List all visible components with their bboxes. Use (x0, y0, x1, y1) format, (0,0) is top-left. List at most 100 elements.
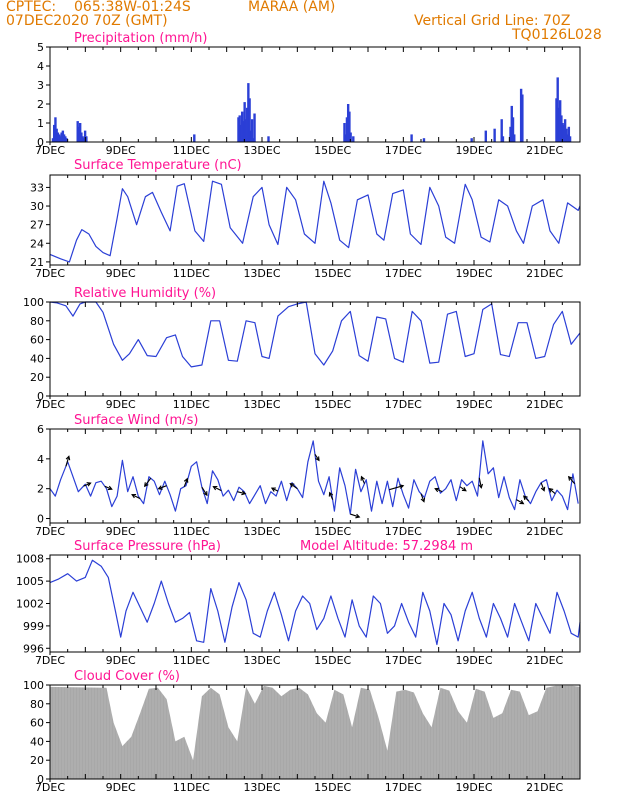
wind-arrow (478, 477, 482, 488)
x-tick-label: 9DEC (106, 654, 136, 667)
wind-arrow (523, 495, 530, 502)
x-tick-label: 21DEC (526, 267, 563, 280)
x-tick-label: 7DEC (35, 525, 65, 538)
precip-bar (55, 128, 58, 142)
wind-arrow-head (434, 487, 440, 493)
panel-title: Precipitation (mm/h) (74, 31, 207, 46)
x-tick-label: 7DEC (35, 267, 65, 280)
precip-bar (243, 102, 246, 142)
x-tick-label: 11DEC (173, 144, 210, 157)
x-tick-label: 19DEC (455, 525, 492, 538)
panel-title: Surface Wind (m/s) (74, 413, 198, 428)
x-tick-label: 7DEC (35, 398, 65, 411)
precip-bar (561, 123, 564, 142)
panel-3: Surface Wind (m/s) 0 2 4 6 7DEC 9DEC 11DEC 13DEC… (35, 413, 581, 538)
y-tick-label: 5 (37, 41, 44, 54)
wind-arrow-head (478, 483, 484, 489)
precip-bar (556, 77, 559, 142)
panel-5: Cloud Cover (%) 0 20 40 60 80 100 7DEC 9DEC 11DEC… (23, 669, 581, 794)
precip-bar (510, 105, 513, 142)
precip-bar (493, 128, 496, 142)
panel-frame (49, 301, 581, 397)
precip-bar (82, 138, 86, 142)
wind-arrow (201, 486, 208, 496)
wind-arrow-head (328, 491, 334, 497)
x-tick-label: 11DEC (173, 525, 210, 538)
wind-arrow (314, 454, 320, 461)
precip-bar (343, 123, 346, 142)
precip-bar (565, 128, 568, 142)
wind-arrow (420, 493, 425, 502)
precip-bar (80, 132, 83, 142)
precip-bar (346, 104, 350, 142)
x-tick-label: 9DEC (106, 398, 136, 411)
x-tick-label: 9DEC (106, 144, 136, 157)
header-code: TQ0126L028 (512, 27, 602, 43)
x-tick-label: 19DEC (455, 144, 492, 157)
precip-bar (61, 130, 65, 142)
precip-bar (85, 136, 88, 142)
header-vertical-grid: Vertical Grid Line: 70Z (414, 13, 571, 29)
x-tick-label: 11DEC (173, 781, 210, 794)
y-tick-label: 20 (30, 371, 44, 384)
wind-arrow-head (540, 486, 546, 492)
wind-arrow-head (360, 475, 365, 481)
x-tick-label: 15DEC (314, 525, 351, 538)
wind-arrow (104, 485, 112, 490)
y-tick-label: 1 (37, 117, 44, 130)
header-coords: 065:38W-01:24S (74, 0, 191, 15)
x-tick-label: 15DEC (314, 654, 351, 667)
y-tick-label: 30 (30, 200, 44, 213)
x-tick-label: 17DEC (385, 144, 422, 157)
x-tick-label: 21DEC (526, 398, 563, 411)
y-tick-label: 999 (23, 620, 44, 633)
panel-frame (49, 428, 581, 524)
wind-arrow-head (420, 497, 426, 503)
wind-arrow-head (212, 485, 218, 491)
precip-bar (247, 83, 250, 142)
wind-arrow-head (567, 475, 573, 481)
precip-bar (51, 138, 55, 142)
wind-arrow-head (131, 493, 137, 499)
panel-4: Surface Pressure (hPa) Model Altitude: 57… (16, 539, 581, 667)
precip-bar (65, 138, 68, 142)
wind-arrow (183, 478, 188, 487)
wind-arrow (213, 486, 222, 492)
precip-bar (509, 126, 512, 142)
x-tick-label: 19DEC (455, 781, 492, 794)
wind-arrow-head (144, 482, 149, 488)
precip-bar (239, 124, 243, 142)
precip-bar (558, 100, 562, 142)
wind-arrow (540, 482, 545, 491)
precip-bar (568, 136, 572, 142)
x-tick-label: 17DEC (385, 267, 422, 280)
precip-bar (78, 123, 82, 142)
y-tick-label: 2 (37, 98, 44, 111)
precip-bar (344, 134, 347, 142)
precip-bar (349, 132, 352, 142)
x-tick-label: 21DEC (526, 654, 563, 667)
precip-bar (348, 111, 351, 142)
x-tick-label: 17DEC (385, 525, 422, 538)
precip-bar (54, 117, 57, 142)
wind-arrow-head (355, 513, 361, 519)
panel-title: Cloud Cover (%) (74, 669, 180, 684)
precip-bar (352, 136, 355, 142)
y-tick-label: 80 (30, 698, 44, 711)
x-tick-label: 11DEC (173, 267, 210, 280)
wind-arrow (131, 494, 141, 500)
y-tick-label: 24 (30, 237, 44, 250)
series-line (49, 440, 579, 515)
precip-bar (237, 117, 240, 142)
x-tick-label: 9DEC (106, 267, 136, 280)
precip-bar (252, 138, 255, 142)
precip-bar (53, 124, 56, 142)
y-tick-label: 6 (37, 423, 44, 436)
y-tick-label: 3 (37, 79, 44, 92)
precip-bar (521, 94, 524, 142)
wind-arrow-head (399, 484, 405, 489)
wind-arrow-head (522, 495, 528, 501)
wind-arrow (237, 491, 246, 495)
precip-bar (245, 107, 249, 142)
